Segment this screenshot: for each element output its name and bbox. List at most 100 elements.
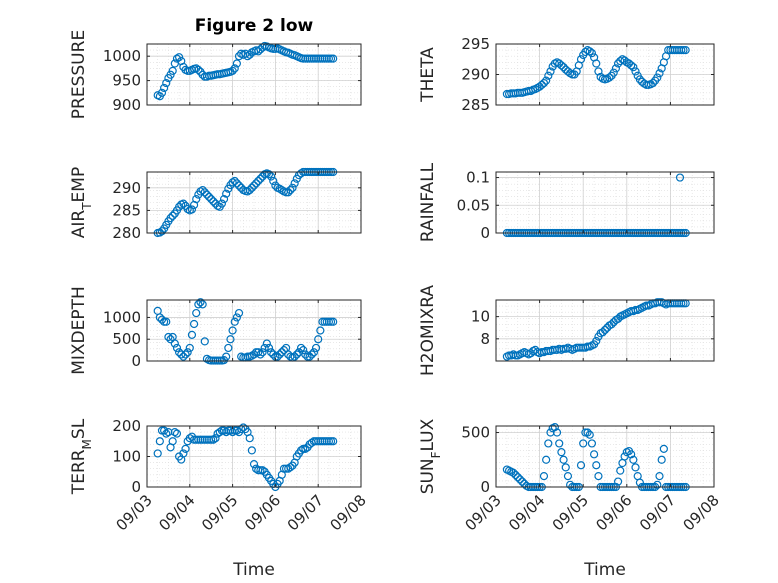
- data-point: [194, 300, 203, 309]
- y-tick-label: 0: [131, 478, 141, 496]
- y-axis-label: RAINFALL: [418, 162, 438, 242]
- data-point: [279, 346, 289, 355]
- data-point: [168, 211, 177, 220]
- data-point: [307, 350, 316, 359]
- x-tick-label: 09/06: [241, 491, 284, 534]
- data-point: [226, 335, 235, 344]
- y-tick-label: 285: [112, 201, 141, 219]
- data-point: [544, 71, 553, 80]
- data-point: [232, 426, 241, 435]
- data-point: [309, 348, 319, 357]
- x-tick-label: 09/08: [327, 491, 370, 534]
- data-point: [224, 343, 233, 353]
- data-point: [594, 67, 603, 76]
- data-point: [314, 335, 323, 344]
- data-point: [518, 477, 527, 486]
- y-tick-label: 0.05: [457, 196, 490, 214]
- axes-box: [495, 299, 715, 362]
- x-tick-label: 09/03: [113, 491, 156, 534]
- data-point: [196, 187, 205, 196]
- data-point: [275, 184, 284, 193]
- data-point: [264, 170, 274, 179]
- x-tick-label: 09/03: [462, 491, 505, 534]
- data-point: [162, 78, 171, 88]
- data-point: [228, 178, 237, 187]
- y-axis-label: TERRMSL: [69, 418, 94, 495]
- data-point: [200, 188, 209, 197]
- data-point: [260, 343, 269, 353]
- x-tick-label: 09/07: [284, 491, 327, 534]
- x-tick-label: 09/04: [505, 491, 548, 534]
- data-point: [228, 326, 237, 335]
- data-point: [187, 330, 197, 339]
- x-tick-label: 09/08: [680, 491, 723, 534]
- subplot-7: 0 100 200 09/03 09/04 09/05 09/06 09/07 09/08 Tim…: [69, 417, 370, 580]
- plot-title: Figure 2 low: [195, 16, 314, 36]
- data-point: [552, 428, 562, 437]
- data-point: [200, 337, 209, 346]
- data-point: [613, 477, 623, 486]
- data-point: [247, 446, 256, 455]
- y-tick-label: 900: [112, 96, 141, 114]
- data-point: [311, 343, 321, 353]
- data-point: [172, 429, 182, 438]
- data-point: [166, 213, 175, 223]
- data-point: [198, 300, 207, 309]
- subplot-1: 900 950 1000 PRESSURE Figure 2 low: [69, 16, 362, 119]
- data-point: [627, 61, 636, 70]
- data-point: [245, 434, 254, 443]
- data-point: [301, 444, 310, 453]
- data-point: [162, 429, 171, 438]
- data-point: [537, 80, 546, 89]
- data-point: [228, 66, 237, 75]
- data-point: [324, 317, 333, 326]
- data-point: [555, 439, 564, 448]
- y-axis-label: MIXDEPTH: [69, 286, 89, 375]
- y-axis-label: SUNFLUX: [418, 418, 443, 494]
- data-point: [515, 475, 525, 484]
- data-point: [168, 437, 177, 446]
- data-point: [179, 352, 188, 361]
- data-point: [264, 343, 274, 353]
- data-point: [157, 315, 167, 324]
- data-point: [600, 325, 610, 335]
- data-point: [589, 450, 599, 459]
- axes-box: [495, 425, 715, 488]
- data-point: [592, 461, 601, 470]
- subplot-6: 8 10 H2OMIXRA: [418, 285, 715, 376]
- data-point: [659, 444, 668, 453]
- data-point: [326, 54, 336, 63]
- data-point: [187, 205, 197, 214]
- data-point: [290, 352, 299, 361]
- y-tick-label: 0: [480, 224, 490, 242]
- data-point: [170, 428, 179, 437]
- data-point: [230, 317, 239, 326]
- data-point: [179, 199, 188, 208]
- data-point: [166, 70, 175, 79]
- data-point: [252, 179, 261, 188]
- data-point: [653, 480, 662, 489]
- data-point: [653, 73, 662, 82]
- data-point: [258, 348, 267, 357]
- data-point: [542, 455, 551, 464]
- data-point: [202, 190, 212, 199]
- data-point: [605, 73, 614, 82]
- data-point: [232, 59, 241, 68]
- data-point: [284, 188, 293, 197]
- data-point: [648, 78, 658, 88]
- data-point: [181, 350, 190, 359]
- data-point: [254, 176, 263, 186]
- data-point: [629, 63, 638, 72]
- y-tick-label: 290: [112, 179, 141, 197]
- data-point: [592, 336, 601, 346]
- y-axis-label: H2OMIXRA: [418, 285, 438, 376]
- y-axis-label: AIRTEMP: [69, 167, 94, 238]
- data-point: [222, 189, 231, 198]
- data-point: [172, 54, 182, 63]
- data-point: [631, 463, 640, 472]
- data-point: [194, 65, 203, 74]
- y-tick-label: 295: [461, 35, 490, 53]
- data-point: [288, 183, 297, 192]
- subplot-2: 285 290 295 THETA: [418, 35, 715, 114]
- subplot-8: 0 500 09/03 09/04 09/05 09/06 09/07 09/08 Time SU…: [418, 418, 723, 580]
